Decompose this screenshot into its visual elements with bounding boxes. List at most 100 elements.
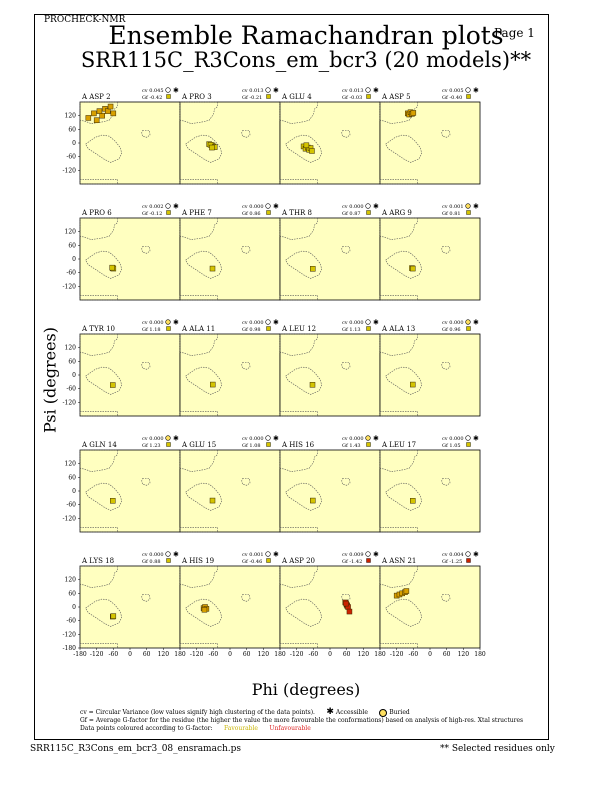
y-tick-label: -60 [66,270,76,277]
cv-value: cv 0.000 [342,436,364,442]
allowed-region [279,179,318,185]
y-tick-label: 0 [72,372,76,379]
panel-background [279,217,381,301]
panel-background [279,449,381,533]
allowed-region [441,478,451,486]
panel-background [279,333,381,417]
residue-label: A ASP 2 [81,93,111,101]
allowed-region [379,101,418,124]
page-subtitle: SRR115C_R3Cons_em_bcr3 (20 models)** [80,48,532,72]
allowed-region [85,366,123,395]
allowed-region [185,250,223,279]
data-point [310,266,316,272]
allowed-region [285,482,323,511]
accessible-icon: ✱ [473,435,479,443]
allowed-region [385,250,423,279]
allowed-region [79,565,118,588]
data-point [309,148,315,154]
panel-background [79,565,181,649]
gf-colour-swatch [366,210,371,215]
allowed-region [85,250,123,279]
buried-icon [365,435,371,441]
x-tick-label: 60 [343,651,351,658]
allowed-region [379,295,418,301]
data-point [209,497,216,504]
allowed-region [279,411,318,417]
y-tick-label: -120 [63,631,77,638]
gf-colour-swatch [466,442,471,447]
buried-icon [265,551,271,557]
data-point [210,381,216,388]
accessible-icon: ✱ [373,203,379,211]
gf-colour-swatch [466,558,471,563]
gf-colour-swatch [166,442,171,447]
allowed-region [79,643,118,649]
y-tick-label: 120 [65,113,77,120]
cv-value: cv 0.000 [242,320,264,326]
legend-buried: Buried [389,709,410,716]
y-tick-label: 120 [65,577,77,584]
panel-background [379,449,481,533]
residue-label: A HIS 19 [181,557,214,565]
allowed-region [279,527,318,533]
cv-value: cv 0.005 [442,88,464,94]
gf-colour-swatch [166,210,171,215]
cv-value: cv 0.002 [142,204,164,210]
allowed-region [385,482,423,511]
allowed-region [379,643,418,649]
buried-icon [265,319,271,325]
allowed-region [241,246,251,254]
gf-value: Gf -0.46 [242,559,262,565]
gf-value: Gf -1.25 [442,559,462,565]
buried-icon [365,319,371,325]
allowed-region [241,362,251,370]
accessible-icon: ✱ [473,203,479,211]
x-tick-label: 60 [143,651,151,658]
data-point [99,112,105,119]
panel-background [179,101,281,185]
buried-icon [265,435,271,441]
allowed-region [379,179,418,185]
allowed-region [79,411,118,417]
y-tick-label: -120 [63,283,77,290]
allowed-region [141,594,151,602]
y-tick-label: 60 [68,242,76,249]
y-tick-label: 120 [65,229,77,236]
program-label: PROCHECK-NMR [44,15,126,25]
allowed-region [279,295,318,301]
data-point [110,110,117,117]
allowed-region [141,246,151,254]
residue-label: A LEU 12 [281,325,316,333]
data-point [310,497,316,504]
residue-label: A ASP 5 [381,93,411,101]
data-point [410,498,416,504]
y-tick-label: -60 [66,154,76,161]
x-tick-label: -60 [408,651,418,658]
cv-value: cv 0.009 [342,552,364,558]
cv-value: cv 0.045 [142,88,164,94]
allowed-region [141,362,151,370]
data-point [109,264,115,271]
residue-label: A GLU 4 [281,93,312,101]
y-tick-label: -120 [63,399,77,406]
gf-value: Gf -0.40 [442,95,462,101]
allowed-region [379,449,418,472]
page-number: Page 1 [494,26,535,40]
legend-accessible: Accessible [335,709,368,716]
y-tick-label: 120 [65,345,77,352]
y-tick-label: 0 [72,256,76,263]
allowed-region [79,449,118,472]
allowed-region [141,478,151,486]
y-tick-label: 60 [68,474,76,481]
allowed-region [279,101,318,124]
y-tick-label: 60 [68,358,76,365]
